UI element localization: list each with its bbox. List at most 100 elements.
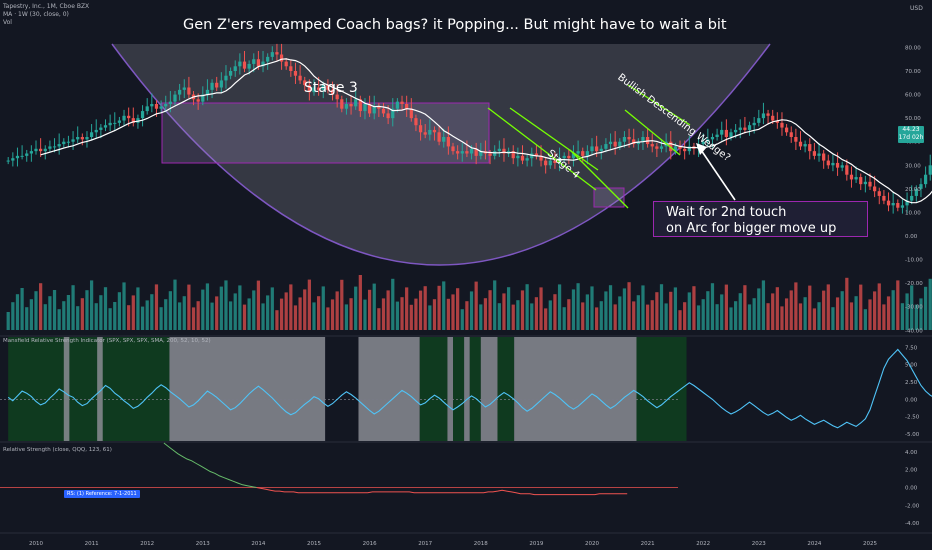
volume-bar (367, 289, 372, 330)
volume-bar (20, 288, 24, 330)
candle-body (919, 184, 923, 189)
candle-body (182, 87, 186, 90)
candle-body (29, 151, 33, 154)
candle-body (48, 146, 52, 149)
candle-body (326, 85, 330, 90)
candle-body (57, 144, 61, 147)
x-tick-label: 2017 (418, 541, 432, 547)
price-tick-label: -40.00 (905, 328, 923, 334)
candle-body (516, 155, 520, 159)
volume-bar (159, 307, 163, 330)
volume-bar (330, 299, 335, 330)
volume-bar (284, 292, 288, 330)
mrsi-indicator-label[interactable]: Mansfield Relative Strength Indicator (S… (3, 338, 211, 344)
candle-body (117, 120, 122, 123)
candle-body (335, 94, 339, 100)
volume-bar (381, 298, 386, 330)
candle-body (784, 127, 789, 133)
volume-bar (460, 309, 464, 330)
candle-body (261, 61, 265, 67)
x-tick-label: 2024 (807, 541, 821, 547)
candle-body (215, 82, 219, 88)
candle-body (349, 104, 353, 107)
candle-body (428, 129, 432, 135)
volume-bar (720, 294, 724, 330)
volume-bar (502, 293, 506, 330)
x-tick-label: 2025 (863, 541, 877, 547)
candle-body (377, 106, 381, 109)
candle-body (474, 148, 478, 156)
candle-body (766, 113, 770, 116)
volume-bar (354, 286, 358, 330)
candle-body (62, 141, 66, 145)
volume-bar (173, 279, 177, 330)
rs-line-low (256, 487, 628, 496)
current-price-tag: 44.23 17d 02h (898, 126, 924, 143)
candle-body (108, 122, 112, 126)
candle-body (891, 203, 895, 206)
volume-bar (873, 291, 877, 330)
volume-bar (386, 290, 390, 330)
candle-body (205, 89, 210, 95)
ma-indicator-label[interactable]: MA · 1W (30, close, 0) (3, 11, 69, 18)
volume-bar (233, 293, 237, 330)
candle-body (595, 146, 599, 152)
candle-body (886, 200, 891, 206)
candle-body (446, 137, 450, 147)
mrsi-shade-gray (464, 337, 470, 441)
volume-bar (219, 286, 223, 330)
volume-bar (270, 287, 274, 330)
candle-body (854, 177, 858, 180)
candle-body (224, 75, 228, 81)
candle-body (502, 148, 506, 154)
volume-bar (571, 289, 576, 330)
x-tick-label: 2020 (585, 541, 599, 547)
candle-body (613, 141, 617, 147)
volume-bar (696, 305, 701, 330)
candle-body (845, 165, 849, 175)
mrsi-shade-green (8, 337, 170, 441)
candle-body (307, 85, 311, 93)
volume-bar (493, 280, 497, 330)
volume-bar (191, 307, 196, 330)
candle-body (817, 153, 821, 156)
candle-body (789, 132, 793, 137)
price-tick-label: 70.00 (905, 69, 921, 75)
volume-bar (914, 304, 918, 330)
rs-indicator-label[interactable]: Relative Strength (close, QQQ, 123, 61) (3, 447, 112, 453)
candle-body (701, 141, 705, 145)
candle-body (743, 127, 747, 130)
symbol-title[interactable]: Tapestry, Inc., 1M, Cboe BZX (3, 3, 90, 10)
volume-bar (326, 307, 330, 330)
mrsi-shade-gray (63, 337, 70, 441)
candle-body (400, 101, 404, 104)
candle-body (330, 89, 335, 95)
volume-indicator-label[interactable]: Vol (3, 19, 12, 26)
candle-body (771, 115, 775, 121)
candle-body (15, 155, 20, 159)
volume-bar (358, 275, 362, 330)
candle-body (367, 104, 372, 114)
volume-bar (854, 296, 858, 330)
volume-bar (275, 310, 279, 330)
candle-body (896, 203, 900, 208)
volume-bar (520, 290, 525, 330)
volume-bar (729, 307, 733, 330)
volume-bar (715, 304, 719, 330)
candle-body (131, 118, 135, 123)
price-tick-label: 50.00 (905, 116, 921, 122)
candle-body (66, 141, 71, 143)
candle-body (576, 151, 580, 154)
candle-body (567, 155, 571, 159)
price-tick-label: -10.00 (905, 258, 923, 264)
volume-bar (771, 293, 775, 330)
candle-body (678, 146, 682, 149)
volume-bar (196, 301, 200, 330)
candle-body (548, 160, 552, 166)
candle-body (173, 94, 177, 102)
candle-body (298, 75, 302, 81)
volume-bar (340, 279, 344, 330)
candle-body (724, 129, 728, 137)
volume-bar (11, 302, 15, 330)
